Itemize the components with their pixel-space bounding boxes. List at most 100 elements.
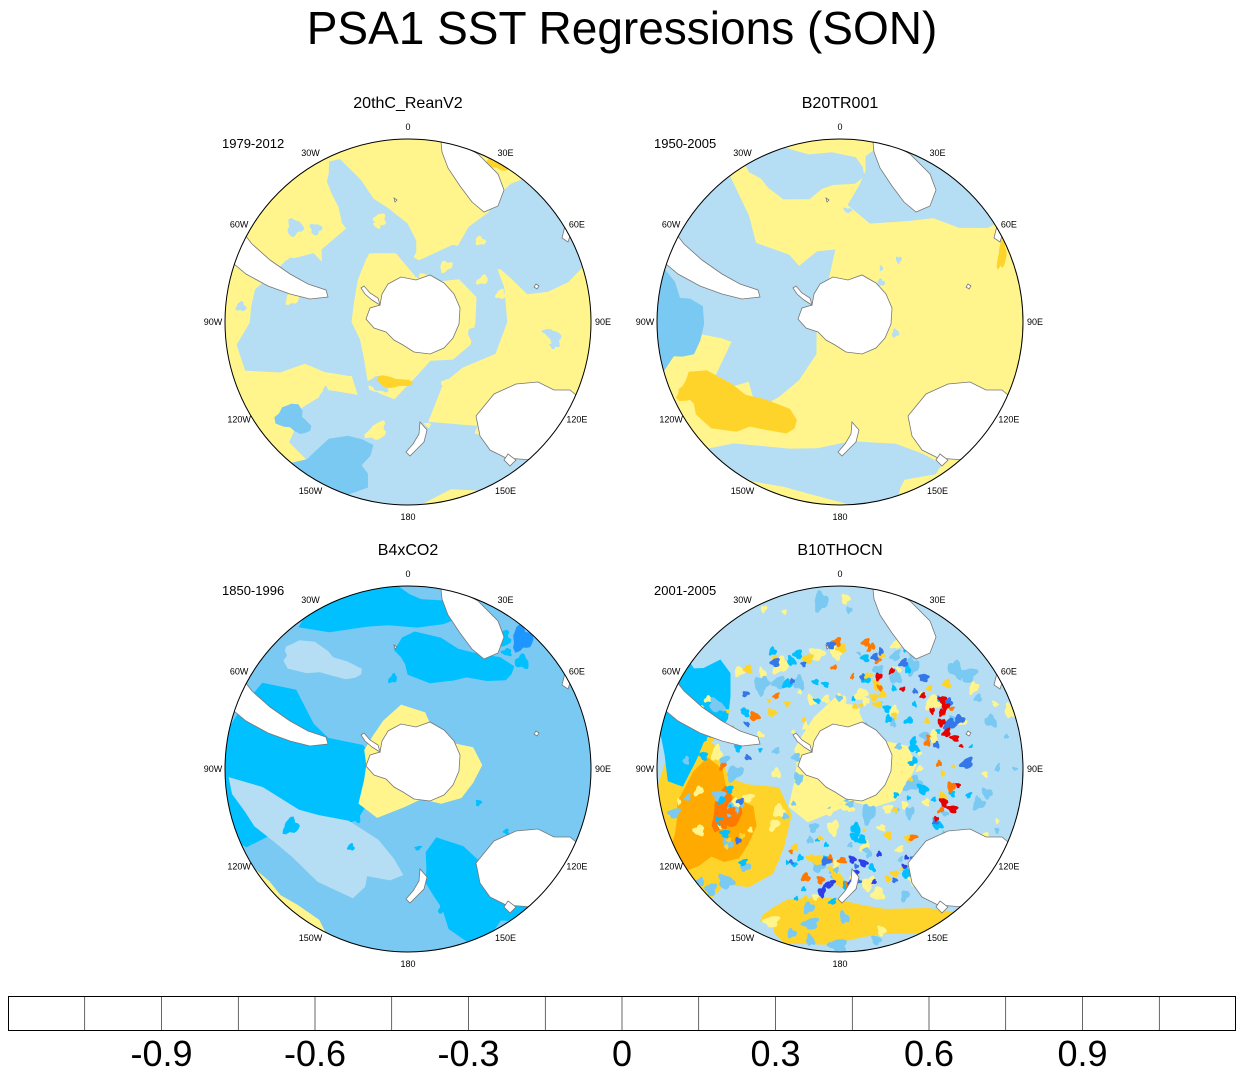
negative-cell bbox=[916, 783, 930, 796]
positive-cell bbox=[889, 704, 899, 716]
negative-cell bbox=[820, 681, 830, 688]
colorbar bbox=[8, 996, 1236, 1031]
longitude-label: 90E bbox=[1027, 317, 1043, 327]
polar-map: 0 30E 60E 90E 120E 150E 180 150W 120W 90W 60W 30W bbox=[636, 122, 1043, 522]
positive-cell bbox=[861, 875, 876, 893]
positive-cell bbox=[446, 391, 463, 407]
negative-cell bbox=[768, 646, 777, 656]
longitude-label: 180 bbox=[832, 512, 847, 522]
negative-cell bbox=[901, 863, 908, 870]
negative-cell bbox=[369, 446, 383, 461]
negative-cell bbox=[350, 251, 365, 267]
positive-cell bbox=[869, 694, 880, 702]
negative-cell bbox=[870, 652, 879, 661]
longitude-label: 90E bbox=[595, 317, 611, 327]
colorbar-tick-label: -0.6 bbox=[283, 1033, 347, 1074]
longitude-label: 60E bbox=[1001, 667, 1017, 677]
positive-cell bbox=[766, 698, 772, 704]
smallisle2-landmass bbox=[825, 644, 830, 650]
negative-cell bbox=[866, 213, 872, 220]
positive-cell bbox=[801, 716, 807, 723]
negative-cell bbox=[823, 841, 830, 848]
positive-cell bbox=[942, 678, 952, 689]
tasmania-landmass bbox=[935, 900, 949, 914]
positive-cell bbox=[692, 824, 705, 837]
positive-cell bbox=[767, 708, 779, 717]
negative-cell bbox=[785, 859, 790, 866]
negative-cell bbox=[742, 691, 751, 698]
longitude-label: 30W bbox=[301, 148, 320, 158]
positive-cell bbox=[884, 875, 893, 883]
colorbar-tick-label: -0.9 bbox=[130, 1033, 193, 1074]
positive-cell bbox=[877, 925, 887, 937]
negative-region bbox=[425, 837, 540, 945]
negative-cell bbox=[800, 917, 819, 930]
positive-cell bbox=[901, 800, 909, 810]
negative-cell bbox=[821, 856, 833, 866]
longitude-label: 30W bbox=[733, 595, 752, 605]
peninsula-landmass bbox=[792, 285, 813, 306]
positive-cell bbox=[277, 382, 284, 389]
positive-cell bbox=[945, 805, 959, 814]
negative-cell bbox=[835, 694, 844, 702]
positive-cell bbox=[938, 798, 949, 808]
negative-cell bbox=[738, 858, 749, 867]
negative-cell bbox=[309, 224, 323, 236]
negative-cell bbox=[803, 901, 816, 915]
negative-cell bbox=[858, 859, 870, 868]
negative-cell bbox=[682, 755, 690, 765]
polar-map: 0 30E 60E 90E 120E 150E 180 150W 120W 90W 60W 30W bbox=[204, 569, 611, 969]
negative-cell bbox=[870, 935, 883, 946]
peninsula-landmass bbox=[360, 732, 381, 753]
positive-cell bbox=[775, 855, 780, 862]
longitude-label: 30E bbox=[929, 595, 945, 605]
panel-title: 20thC_ReanV2 bbox=[353, 95, 463, 112]
negative-cell bbox=[666, 808, 682, 819]
positive-cell bbox=[742, 664, 753, 674]
positive-cell bbox=[719, 762, 727, 771]
negative-cell bbox=[828, 866, 840, 876]
positive-cell bbox=[726, 837, 732, 843]
panel-b10thocn: B10THOCN 2001-2005 0 30E 60E 90E 120E 150E 180… bbox=[630, 541, 1050, 981]
positive-cell bbox=[915, 764, 924, 773]
negative-cell bbox=[965, 792, 973, 799]
longitude-label: 120W bbox=[659, 415, 683, 425]
positive-cell bbox=[703, 695, 713, 703]
positive-cell bbox=[923, 738, 931, 747]
positive-cell bbox=[883, 831, 893, 841]
negative-cell bbox=[856, 651, 862, 656]
negative-cell bbox=[440, 254, 451, 262]
positive-cell bbox=[926, 684, 933, 692]
positive-cell bbox=[926, 734, 931, 740]
negative-cell bbox=[740, 707, 747, 715]
positive-cell bbox=[830, 664, 838, 670]
negative-cell bbox=[762, 384, 768, 391]
polar-map: 0 30E 60E 90E 120E 150E 180 150W 120W 90W 60W 30W bbox=[636, 569, 1043, 969]
antarctica-landmass bbox=[797, 274, 893, 355]
negative-cell bbox=[930, 796, 937, 802]
negative-cell bbox=[854, 863, 860, 869]
positive-cell bbox=[890, 712, 898, 720]
negative-cell bbox=[794, 772, 805, 786]
negative-cell bbox=[958, 756, 973, 769]
negative-cell bbox=[871, 878, 877, 885]
negative-cell bbox=[947, 659, 963, 681]
newzealand-landmass bbox=[837, 421, 860, 457]
negative-cell bbox=[984, 713, 998, 728]
longitude-label: 90W bbox=[204, 764, 223, 774]
negative-cell bbox=[414, 845, 423, 851]
negative-cell bbox=[319, 385, 330, 401]
longitude-label: 120E bbox=[998, 415, 1019, 425]
positive-cell bbox=[768, 819, 781, 832]
negative-cell bbox=[827, 897, 837, 905]
negative-cell bbox=[729, 329, 739, 345]
negative-cell bbox=[770, 675, 786, 690]
negative-cell bbox=[793, 895, 799, 901]
positive-cell bbox=[725, 709, 731, 714]
positive-cell bbox=[802, 895, 809, 901]
negative-cell bbox=[787, 654, 797, 667]
positive-cell bbox=[836, 856, 848, 864]
panel-b4xco2: B4xCO2 1850-1996 0 30E 60E 90E 120E 150E 180 15… bbox=[198, 541, 618, 981]
negative-cell bbox=[876, 850, 882, 857]
positive-cell bbox=[955, 783, 962, 789]
